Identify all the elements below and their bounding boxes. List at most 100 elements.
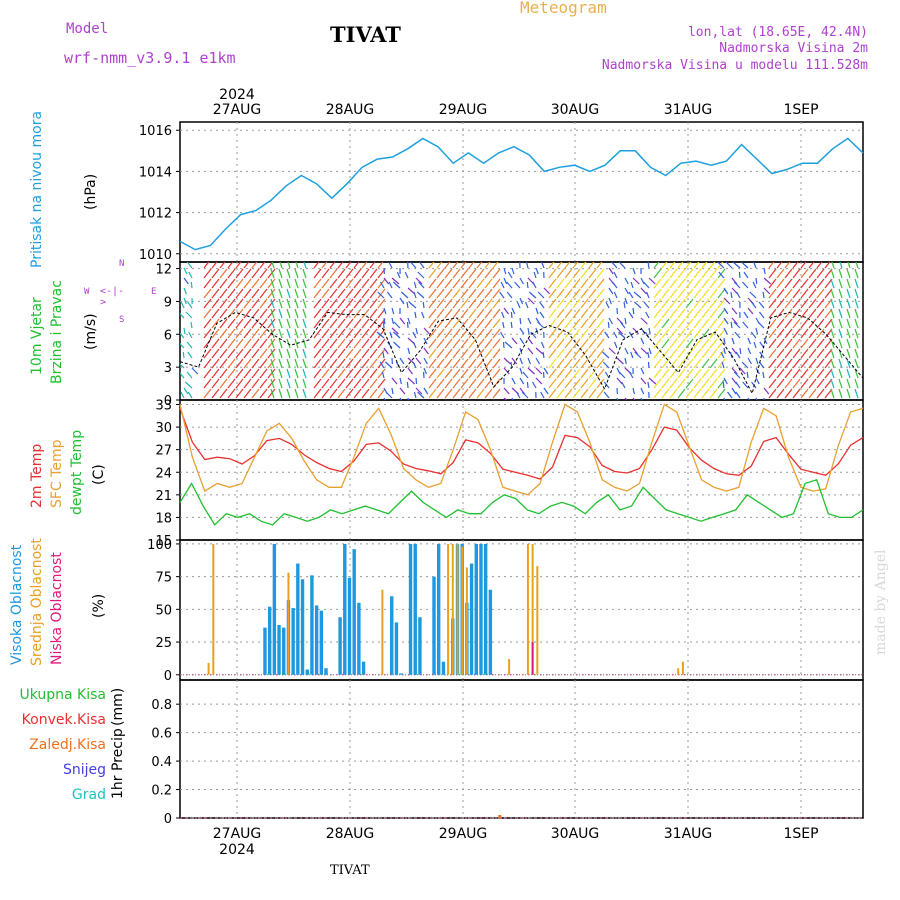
wind-arrow (661, 348, 670, 359)
wind-arrow (211, 338, 220, 349)
wind-arrow (444, 348, 453, 359)
wind-arrow (399, 297, 405, 305)
wind-arrow (588, 368, 597, 379)
compass-cross-icon: <-|-> (100, 286, 125, 308)
wind-arrow (219, 328, 228, 339)
wind-arrow (784, 328, 793, 339)
bottom-day-label-2: 29AUG (439, 826, 488, 842)
wind-arrow (755, 397, 758, 400)
wind-arrow (768, 358, 777, 369)
wind-arrow (361, 308, 370, 319)
wind-arrow (763, 267, 766, 275)
mid-cloud-bar (461, 546, 464, 675)
wind-arrow (203, 308, 212, 319)
wind-arrow (287, 262, 291, 269)
wind-arrow (723, 317, 729, 325)
bottom-day-label-3: 30AUG (551, 826, 600, 842)
wind-arrow (548, 338, 557, 349)
wind-arrow (428, 268, 437, 279)
wind-arrow (345, 328, 354, 339)
wind-arrow (588, 268, 597, 279)
high-cloud-bar (314, 605, 319, 675)
legend-total-rain: Ukupna Kisa (19, 687, 106, 703)
wind-arrow (556, 348, 565, 359)
wind-arrow (564, 298, 573, 309)
wind-arrow (572, 328, 581, 339)
wind-arrow (528, 291, 537, 299)
wind-arrow (701, 268, 710, 279)
wind-arrow (661, 318, 670, 329)
wind-arrow (184, 381, 193, 389)
wind-arrow (468, 388, 477, 399)
wind-arrow (278, 378, 283, 389)
wind-arrow (661, 338, 670, 349)
wind-arrow (377, 338, 386, 349)
wind-arrow (484, 378, 493, 389)
wind-arrow (661, 308, 670, 319)
mid-cloud-bar (287, 572, 290, 675)
wind-arrow (548, 358, 557, 369)
wind-arrow (784, 288, 793, 299)
wind-arrow (415, 327, 419, 335)
wind-arrow (776, 268, 785, 279)
wind-arrow (854, 278, 859, 289)
wind-arrow (243, 348, 252, 359)
wind-arrow (377, 348, 386, 359)
wind-arrow (539, 301, 545, 309)
wind-arrow (784, 262, 791, 269)
wind-arrow (653, 318, 662, 329)
wind-arrow (259, 348, 268, 359)
wind-arrow (709, 348, 718, 359)
wind-arrow (259, 328, 268, 339)
wind-arrow (830, 288, 835, 299)
wind-arrow (460, 318, 469, 329)
wind-arrow (717, 262, 724, 269)
wind-arrow (286, 348, 291, 359)
wind-arrow (286, 318, 291, 329)
wind-arrow (227, 388, 236, 399)
wind-arrow (492, 338, 501, 349)
wind-arrow (738, 271, 741, 279)
wind-arrow (267, 358, 276, 369)
wind-arrow (669, 388, 678, 399)
wind-arrow (361, 388, 370, 399)
wind-arrow (361, 262, 368, 269)
wind-arrow (511, 307, 516, 315)
wind-arrow (854, 358, 859, 369)
wind-arrow (270, 298, 275, 309)
wind-arrow (412, 331, 417, 339)
wind-arrow (608, 287, 614, 295)
wind-arrow (693, 268, 702, 279)
wind-arrow (564, 308, 573, 319)
wind-arrow (211, 358, 220, 369)
wind-arrow (677, 338, 686, 349)
wind-arrow (267, 368, 276, 379)
wind-arrow (602, 351, 610, 359)
wind-arrow (854, 378, 859, 389)
top-day-label-1: 28AUG (326, 102, 375, 118)
wind-arrow (731, 337, 735, 345)
wind-arrow (800, 318, 809, 329)
wind-arrow (816, 278, 825, 289)
wind-arrow (267, 348, 276, 359)
wind-arrow (792, 338, 801, 349)
wind-arrow (188, 331, 193, 339)
wind-arrow (685, 378, 694, 389)
wind-arrow (428, 262, 435, 269)
wind-arrow (572, 338, 581, 349)
wind-arrow (580, 338, 589, 349)
wind-arrow (180, 372, 185, 379)
wind-arrow (428, 288, 437, 299)
wind-arrow (572, 278, 581, 289)
wind-arrow (329, 278, 338, 289)
wind-arrow (302, 318, 307, 329)
high-cloud-bar (347, 577, 352, 675)
wind-arrow (251, 368, 260, 379)
wind-arrow (337, 338, 346, 349)
wind-arrow (607, 321, 610, 329)
wind-arrow (618, 371, 626, 379)
wind-arrow (337, 348, 346, 359)
wind-arrow (739, 367, 746, 375)
wind-arrow (476, 378, 485, 389)
wind-arrow (383, 347, 389, 355)
